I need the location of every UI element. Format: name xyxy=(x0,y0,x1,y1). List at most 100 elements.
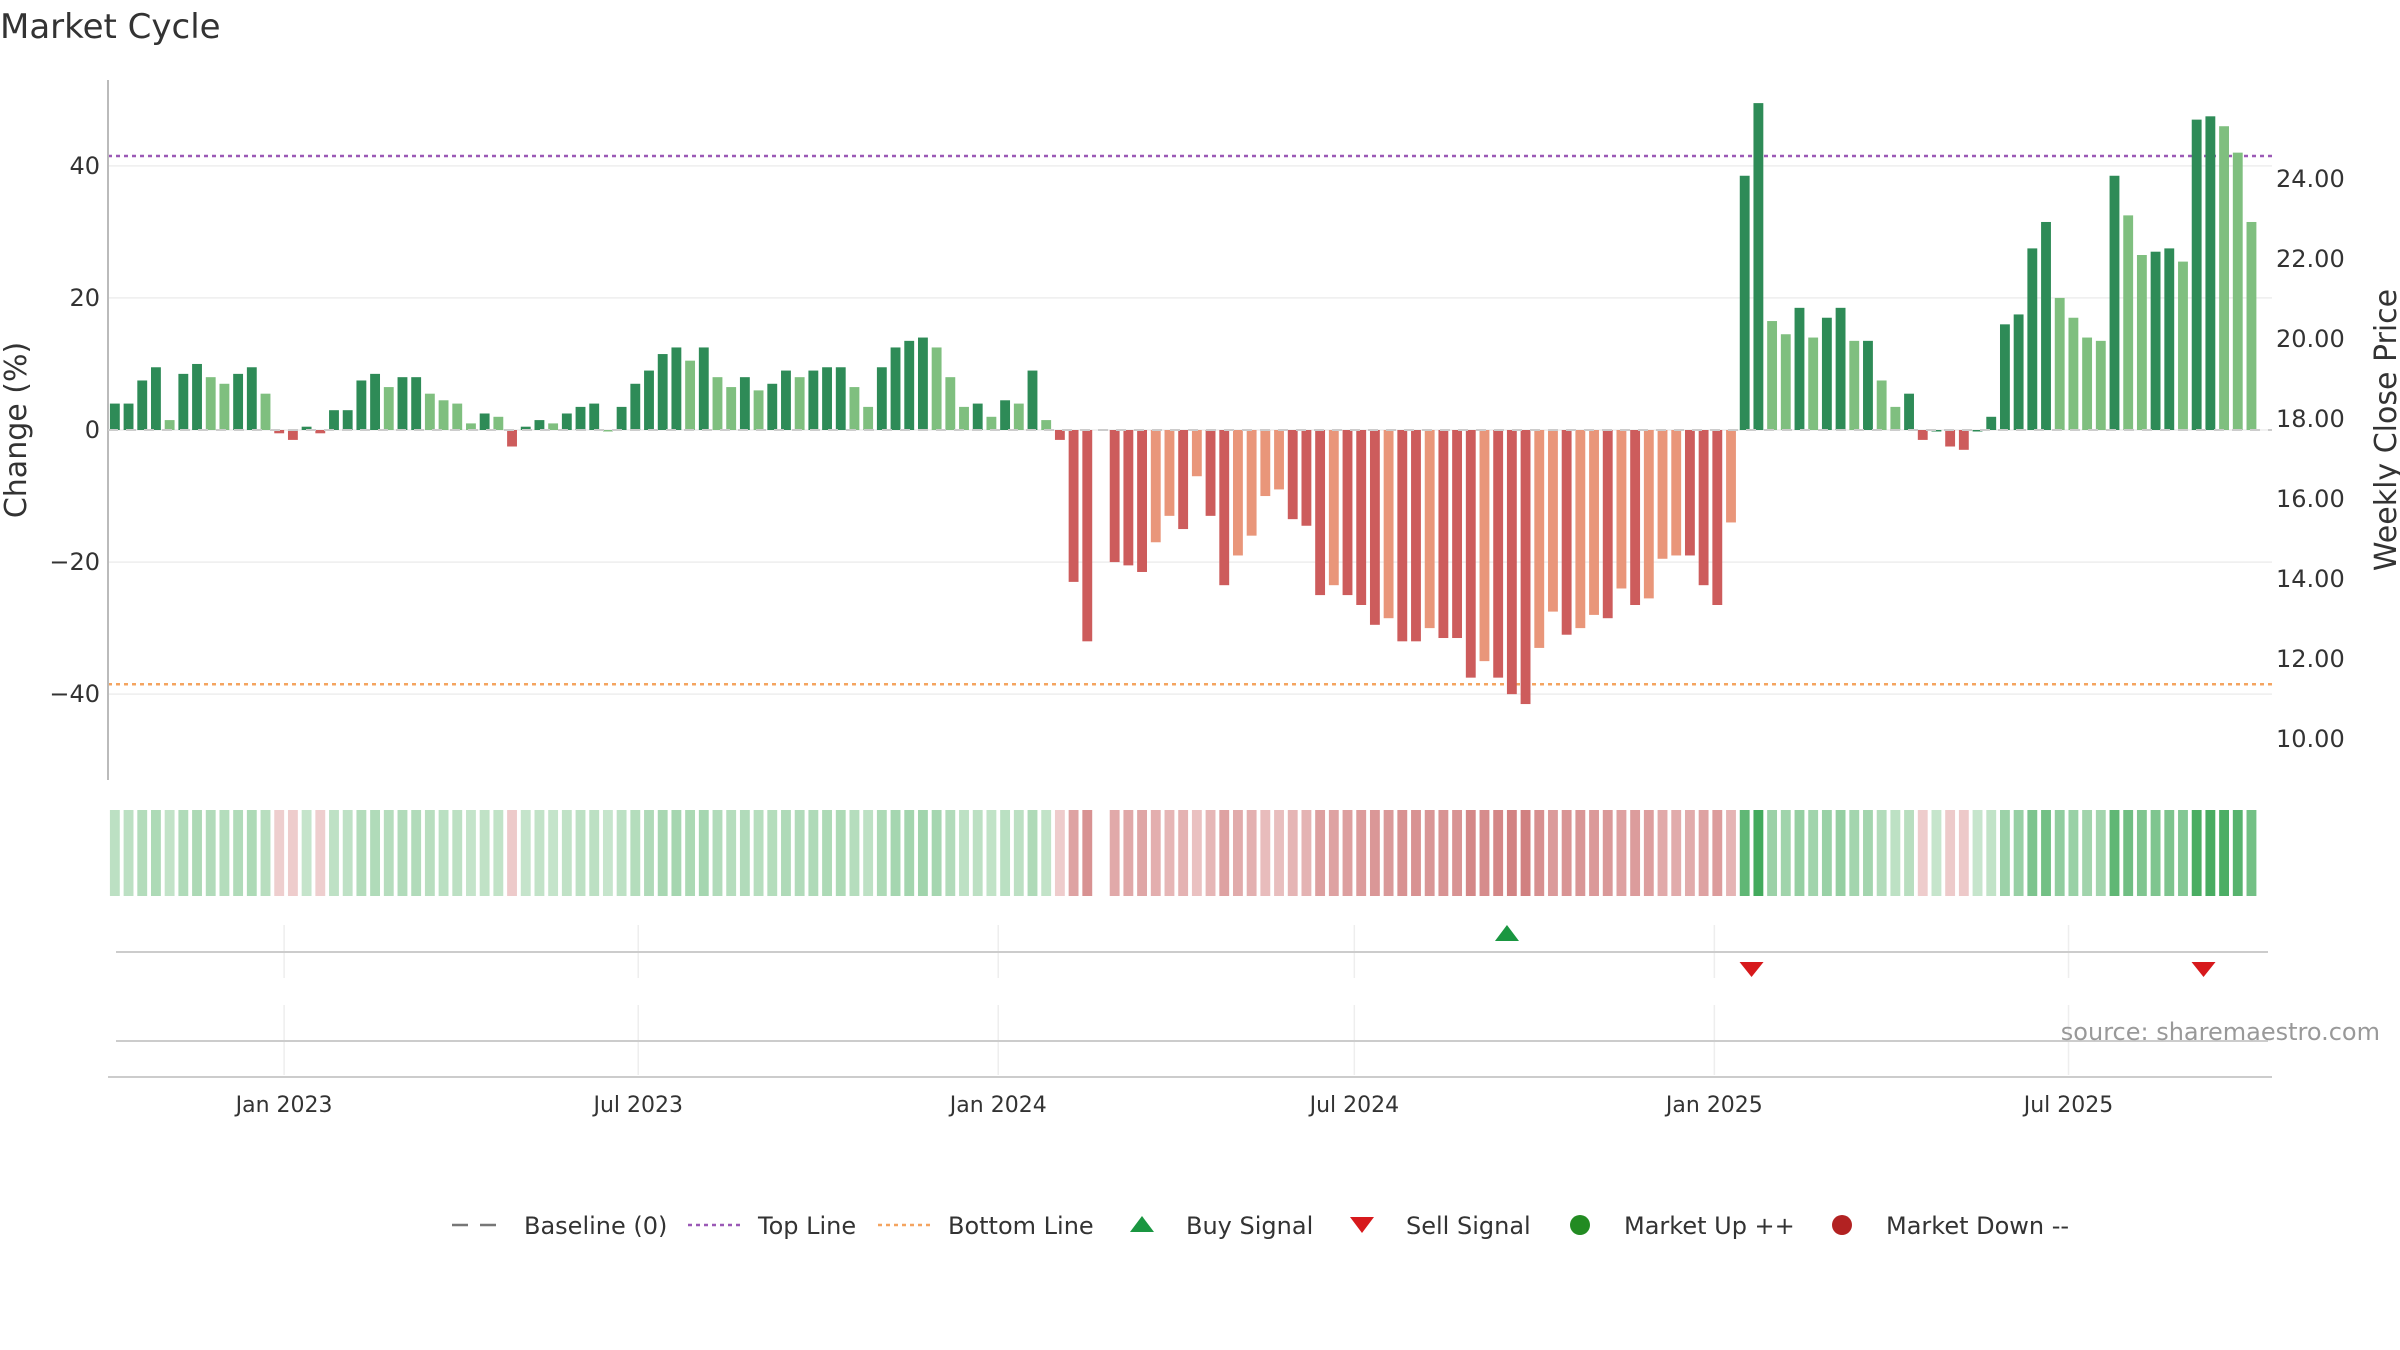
y2-tick-label: 12.00 xyxy=(2276,645,2345,673)
market-state-cell xyxy=(2191,810,2202,896)
change-bar xyxy=(424,393,435,430)
market-state-cell xyxy=(1575,810,1586,896)
change-bar xyxy=(835,367,846,430)
change-bar xyxy=(917,337,928,430)
change-bar xyxy=(219,383,230,430)
market-state-cell xyxy=(1958,810,1969,896)
market-state-cell xyxy=(1219,810,1230,896)
market-state-cell xyxy=(1342,810,1353,896)
market-state-cell xyxy=(178,810,189,896)
x-tick-label: Jan 2023 xyxy=(234,1093,333,1118)
market-state-cell xyxy=(1123,810,1134,896)
change-bar xyxy=(1479,430,1490,662)
change-bar xyxy=(781,370,791,430)
change-bar xyxy=(2013,314,2024,430)
change-bar xyxy=(2109,175,2120,430)
market-state-cell xyxy=(507,810,517,896)
market-state-cell xyxy=(698,810,709,896)
market-state-cell xyxy=(1041,810,1052,896)
market-state-cell xyxy=(1150,810,1161,896)
legend-item-buy: Buy Signal xyxy=(1130,1212,1313,1240)
change-bar xyxy=(233,373,244,430)
change-bar xyxy=(192,363,202,430)
market-state-cell xyxy=(1876,810,1887,896)
change-bar xyxy=(1287,430,1298,520)
market-state-cell xyxy=(329,810,339,896)
market-state-cell xyxy=(1849,810,1860,896)
market-state-cell xyxy=(2068,810,2079,896)
market-state-cell xyxy=(1561,810,1572,896)
market-state-cell xyxy=(1191,810,1202,896)
change-bar xyxy=(2164,248,2175,430)
market-state-cell xyxy=(1013,810,1024,896)
market-state-cell xyxy=(2136,810,2147,896)
legend-item-top: Top Line xyxy=(688,1212,856,1240)
y2-tick-label: 24.00 xyxy=(2276,165,2345,193)
market-state-cell xyxy=(1726,810,1736,896)
market-state-cell xyxy=(890,810,901,896)
market-state-cell xyxy=(1767,810,1778,896)
market-state-cell xyxy=(1753,810,1764,896)
market-state-cell xyxy=(1698,810,1709,896)
market-state-cell xyxy=(260,810,271,896)
change-bar xyxy=(151,367,161,430)
change-bar xyxy=(109,403,120,430)
y-axis-ticks: 40 20 0 −20 −40 xyxy=(49,152,100,708)
change-bar xyxy=(2150,251,2161,430)
market-state-cell xyxy=(1233,810,1243,896)
change-bar xyxy=(1726,430,1736,523)
x-axis-ticks: Jan 2023 Jul 2023 Jan 2024 Jul 2024 Jan 2025… xyxy=(234,1093,2114,1118)
market-state-cell xyxy=(685,810,696,896)
change-bar xyxy=(1150,430,1161,543)
y-axis-label: Change (%) xyxy=(0,342,34,518)
market-state-cell xyxy=(342,810,353,896)
buy-signal-marker xyxy=(1494,925,1519,941)
market-state-cell xyxy=(753,810,764,896)
market-state-cell xyxy=(2246,810,2257,896)
market-state-cell xyxy=(548,810,559,896)
change-bar xyxy=(1465,430,1476,678)
change-bar xyxy=(534,420,545,430)
change-bar xyxy=(1027,370,1038,430)
market-state-cell xyxy=(575,810,586,896)
market-state-cell xyxy=(1589,810,1599,896)
market-state-cell xyxy=(671,810,682,896)
market-state-cell xyxy=(1643,810,1654,896)
market-state-cell xyxy=(1616,810,1627,896)
change-bar xyxy=(1821,317,1832,430)
change-bar xyxy=(1890,406,1901,430)
change-bar xyxy=(1109,430,1120,563)
change-bar xyxy=(1452,430,1463,639)
change-bar xyxy=(1534,430,1545,648)
market-state-cell xyxy=(589,810,600,896)
market-state-cell xyxy=(1246,810,1257,896)
market-state-cell xyxy=(1452,810,1463,896)
legend-item-baseline: Baseline (0) xyxy=(452,1212,667,1240)
change-bar xyxy=(1849,340,1860,430)
market-state-cell xyxy=(959,810,969,896)
change-bar xyxy=(972,403,983,430)
change-bar xyxy=(1876,380,1887,430)
sell-signal-marker xyxy=(2191,962,2216,977)
change-bar xyxy=(1643,430,1654,599)
change-bar xyxy=(1411,430,1421,642)
market-state-cell xyxy=(1000,810,1011,896)
market-state-cell xyxy=(205,810,216,896)
legend-swatch xyxy=(1832,1215,1852,1235)
market-state-cell xyxy=(849,810,860,896)
change-bar xyxy=(1041,420,1052,430)
market-state-cell xyxy=(479,810,490,896)
change-bar xyxy=(2246,221,2257,430)
market-state-cell xyxy=(356,810,367,896)
change-bar xyxy=(1904,393,1914,430)
market-state-cell xyxy=(1904,810,1914,896)
market-state-cell xyxy=(1178,810,1189,896)
change-bar xyxy=(890,347,901,430)
market-state-cell xyxy=(616,810,627,896)
market-state-cell xyxy=(2123,810,2134,896)
axes xyxy=(107,80,2272,780)
market-state-cell xyxy=(1465,810,1476,896)
change-bar xyxy=(808,370,819,430)
market-state-cell xyxy=(164,810,175,896)
change-bar xyxy=(1972,430,1983,432)
